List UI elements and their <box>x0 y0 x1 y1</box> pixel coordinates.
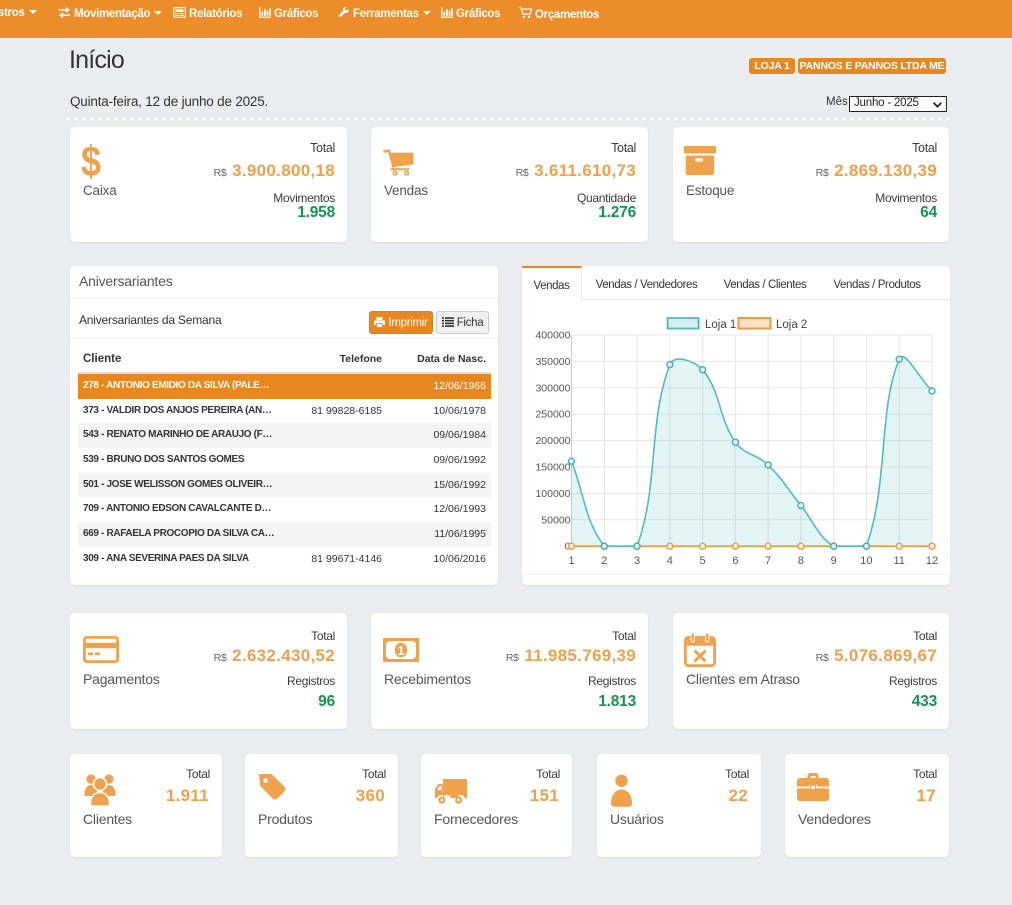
svg-text:250000: 250000 <box>535 409 570 421</box>
svg-text:Loja 2: Loja 2 <box>776 319 807 331</box>
svg-text:7: 7 <box>765 555 771 567</box>
svg-text:8: 8 <box>798 555 804 567</box>
svg-text:300000: 300000 <box>535 382 570 394</box>
svg-text:Loja 1: Loja 1 <box>705 319 736 331</box>
svg-text:400000: 400000 <box>535 330 570 342</box>
svg-text:10: 10 <box>860 555 872 567</box>
svg-text:0: 0 <box>565 541 571 553</box>
svg-text:6: 6 <box>732 555 738 567</box>
svg-text:3: 3 <box>634 555 640 567</box>
svg-text:350000: 350000 <box>535 356 570 368</box>
svg-text:1: 1 <box>568 555 574 567</box>
svg-text:11: 11 <box>893 555 904 567</box>
svg-text:200000: 200000 <box>535 435 570 447</box>
svg-text:50000: 50000 <box>541 514 570 526</box>
svg-text:5: 5 <box>700 555 706 567</box>
svg-text:4: 4 <box>667 555 673 567</box>
svg-text:9: 9 <box>831 555 837 567</box>
svg-text:12: 12 <box>926 555 938 567</box>
svg-text:150000: 150000 <box>535 462 570 474</box>
svg-text:1: 1 <box>397 643 404 658</box>
svg-text:100000: 100000 <box>535 488 570 500</box>
svg-text:2: 2 <box>601 555 607 567</box>
